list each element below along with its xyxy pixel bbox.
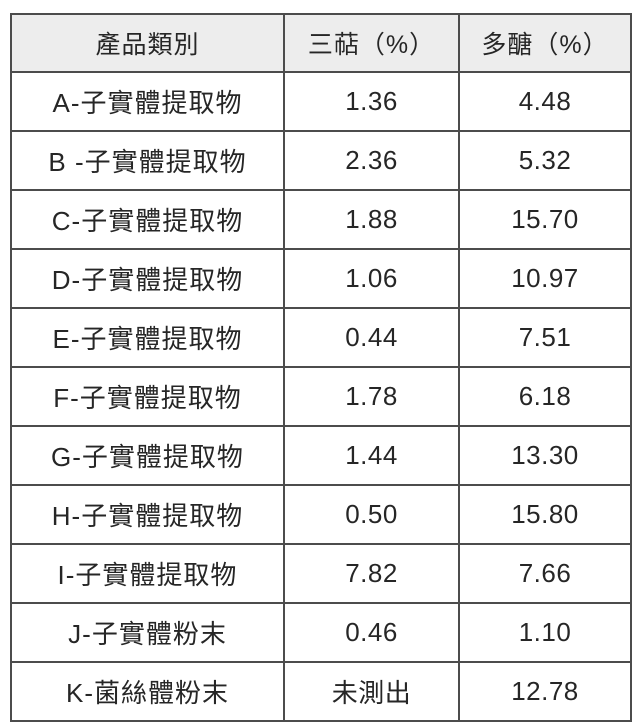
triterpene-value-cell: 0.44 <box>283 307 460 368</box>
column-header-polysaccharide-percent: 多醣（%） <box>458 13 632 73</box>
polysaccharide-value-cell: 12.78 <box>458 661 632 722</box>
triterpene-value-cell: 1.06 <box>283 248 460 309</box>
product-category-cell: D-子實體提取物 <box>10 248 285 309</box>
triterpene-value-cell: 1.88 <box>283 189 460 250</box>
polysaccharide-value-cell: 15.70 <box>458 189 632 250</box>
table-body: A-子實體提取物 1.36 4.48 B -子實體提取物 2.36 5.32 C-子實體提取… <box>10 71 632 722</box>
triterpene-value-cell: 0.46 <box>283 602 460 663</box>
table-row: K-菌絲體粉末 未測出 12.78 <box>10 661 632 722</box>
product-composition-table: 產品類別 三萜（%） 多醣（%） A-子實體提取物 1.36 4.48 B -子實體提… <box>10 13 632 722</box>
triterpene-value-cell: 2.36 <box>283 130 460 191</box>
column-header-triterpene-percent: 三萜（%） <box>283 13 460 73</box>
product-category-cell: E-子實體提取物 <box>10 307 285 368</box>
table-row: B -子實體提取物 2.36 5.32 <box>10 130 632 191</box>
product-category-cell: I-子實體提取物 <box>10 543 285 604</box>
polysaccharide-value-cell: 6.18 <box>458 366 632 427</box>
polysaccharide-value-cell: 5.32 <box>458 130 632 191</box>
polysaccharide-value-cell: 1.10 <box>458 602 632 663</box>
polysaccharide-value-cell: 7.66 <box>458 543 632 604</box>
polysaccharide-value-cell: 10.97 <box>458 248 632 309</box>
product-category-cell: K-菌絲體粉末 <box>10 661 285 722</box>
product-category-cell: C-子實體提取物 <box>10 189 285 250</box>
product-category-cell: B -子實體提取物 <box>10 130 285 191</box>
polysaccharide-value-cell: 4.48 <box>458 71 632 132</box>
table-row: E-子實體提取物 0.44 7.51 <box>10 307 632 368</box>
product-composition-table-container: 產品類別 三萜（%） 多醣（%） A-子實體提取物 1.36 4.48 B -子實體提… <box>10 13 632 722</box>
polysaccharide-value-cell: 15.80 <box>458 484 632 545</box>
table-row: F-子實體提取物 1.78 6.18 <box>10 366 632 427</box>
table-row: J-子實體粉末 0.46 1.10 <box>10 602 632 663</box>
triterpene-value-cell: 7.82 <box>283 543 460 604</box>
triterpene-value-cell: 1.44 <box>283 425 460 486</box>
product-category-cell: A-子實體提取物 <box>10 71 285 132</box>
column-header-product-category: 產品類別 <box>10 13 285 73</box>
product-category-cell: G-子實體提取物 <box>10 425 285 486</box>
table-row: C-子實體提取物 1.88 15.70 <box>10 189 632 250</box>
table-row: I-子實體提取物 7.82 7.66 <box>10 543 632 604</box>
table-row: A-子實體提取物 1.36 4.48 <box>10 71 632 132</box>
table-row: D-子實體提取物 1.06 10.97 <box>10 248 632 309</box>
triterpene-value-cell: 1.78 <box>283 366 460 427</box>
triterpene-value-cell: 0.50 <box>283 484 460 545</box>
polysaccharide-value-cell: 7.51 <box>458 307 632 368</box>
triterpene-value-cell: 未測出 <box>283 661 460 722</box>
table-row: H-子實體提取物 0.50 15.80 <box>10 484 632 545</box>
product-category-cell: H-子實體提取物 <box>10 484 285 545</box>
polysaccharide-value-cell: 13.30 <box>458 425 632 486</box>
product-category-cell: J-子實體粉末 <box>10 602 285 663</box>
product-category-cell: F-子實體提取物 <box>10 366 285 427</box>
table-row: G-子實體提取物 1.44 13.30 <box>10 425 632 486</box>
triterpene-value-cell: 1.36 <box>283 71 460 132</box>
header-row: 產品類別 三萜（%） 多醣（%） <box>10 13 632 73</box>
